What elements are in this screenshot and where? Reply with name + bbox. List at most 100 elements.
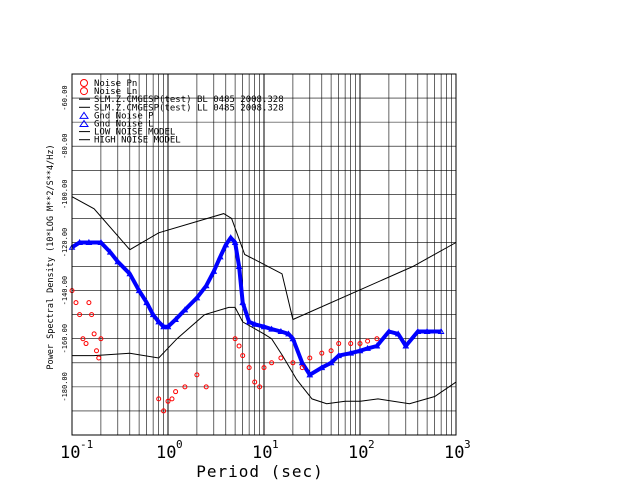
- x-tick-exponent: 1: [272, 438, 279, 451]
- noise-pn-point: [236, 343, 242, 349]
- gnd-noise-p-point: [402, 342, 410, 349]
- noise-pn-point: [374, 336, 380, 342]
- noise-pn-point: [77, 312, 83, 318]
- gnd-noise-p-point: [414, 327, 422, 335]
- gnd-noise-p-point: [260, 323, 268, 330]
- gnd-noise-p-point: [289, 335, 297, 342]
- gnd-noise-p-point: [268, 325, 275, 332]
- gnd-noise-p-point: [227, 234, 235, 241]
- gnd-noise-p-point: [85, 238, 93, 245]
- gnd-noise-p-point: [335, 352, 343, 359]
- gnd-noise-p-point: [356, 347, 364, 354]
- gnd-noise-p-point: [160, 323, 167, 330]
- legend-item-2-circle-icon: [80, 87, 88, 96]
- legend-item-5-label: Gnd Noise P: [94, 111, 154, 121]
- noise-pn-point: [240, 353, 246, 359]
- noise-pn-point: [98, 336, 104, 342]
- gnd-noise-p-point: [135, 287, 143, 294]
- noise-pn-point: [91, 331, 97, 337]
- noise-pn-point: [156, 396, 162, 402]
- legend-item-1-circle-icon: [80, 79, 88, 87]
- noise-pn-point: [83, 341, 89, 347]
- noise-pn-point: [252, 379, 258, 385]
- noise-pn-point: [278, 355, 284, 361]
- gnd-noise-p-point: [149, 311, 157, 318]
- gnd-noise-p-point: [231, 238, 239, 245]
- gnd-noise-p-point: [106, 248, 114, 255]
- gnd-noise-p-point: [216, 253, 224, 260]
- noise-pn-point: [365, 338, 371, 344]
- y-tick-label: -60.00: [61, 85, 69, 110]
- y-tick-label: -180.00: [61, 372, 69, 402]
- gnd-noise-p-point: [181, 306, 189, 313]
- gnd-noise-p-point: [239, 299, 247, 306]
- gnd-noise-p-point: [76, 238, 83, 245]
- gnd-noise-p-point: [298, 359, 306, 366]
- x-tick-label: 10: [348, 443, 368, 463]
- legend-item-5-triangle-icon: [79, 111, 89, 119]
- noise-pn-point: [96, 355, 102, 361]
- noise-pn-point: [169, 396, 175, 402]
- noise-pn-point: [94, 348, 100, 354]
- x-tick-label: 10: [444, 443, 464, 463]
- x-tick-exponent: 0: [176, 438, 183, 451]
- gnd-noise-p-point: [97, 238, 105, 245]
- gnd-noise-p-point: [285, 330, 292, 337]
- gnd-noise-p-point: [235, 263, 243, 270]
- gnd-noise-p-point: [423, 327, 431, 335]
- gnd-noise-p-point: [277, 327, 285, 335]
- gnd-noise-p-point: [373, 342, 381, 349]
- noise-pn-point: [290, 360, 296, 366]
- x-tick-label: 10: [252, 443, 272, 463]
- y-tick-label: -120.00: [61, 228, 69, 258]
- gnd-noise-p-point: [193, 294, 201, 301]
- gnd-noise-p-point: [327, 359, 335, 366]
- gnd-noise-p-point: [364, 344, 371, 351]
- gnd-noise-p-trace: [70, 235, 442, 377]
- legend-item-1-label: Noise Pn: [94, 79, 137, 89]
- gnd-noise-p-point: [347, 349, 355, 356]
- gnd-noise-p-point: [172, 315, 179, 322]
- noise-pn-point: [232, 336, 238, 342]
- plot-frame: [71, 73, 457, 436]
- gnd-noise-p-point: [164, 323, 172, 330]
- legend-item-8-label: HIGH NOISE MODEL: [94, 136, 181, 146]
- gnd-noise-p-point: [143, 299, 151, 306]
- gnd-noise-p-point: [222, 241, 230, 248]
- gnd-noise-p-point: [251, 320, 259, 327]
- gnd-noise-p-point: [155, 318, 163, 325]
- gnd-noise-p-point: [202, 282, 210, 289]
- legend-item-2-label: Noise Ln: [94, 87, 137, 97]
- noise-models: [71, 196, 457, 405]
- noise-pn-point: [161, 408, 167, 414]
- gnd-noise-p-point: [126, 270, 134, 277]
- y-tick-label: -160.00: [61, 324, 69, 354]
- y-axis-title: Power Spectral Density (10*LOG M**2/S**4…: [46, 144, 56, 369]
- noise-pn-point: [257, 384, 263, 390]
- noise-pn-point: [89, 312, 95, 318]
- legend-item-4-label: SLM.Z.CMGESP(test) LL 0485 2008.328: [94, 103, 284, 113]
- legend-item-6-triangle-icon: [79, 119, 89, 127]
- low-noise-model-line: [72, 306, 457, 405]
- noise-pn-point: [328, 348, 334, 354]
- noise-pn-point: [269, 360, 275, 366]
- x-tick-exponent: 2: [368, 438, 375, 451]
- gnd-noise-p-point: [306, 371, 314, 378]
- y-tick-label: -80.00: [61, 134, 69, 159]
- x-tick-label: 10: [60, 443, 80, 463]
- noise-pn-point: [261, 365, 267, 371]
- noise-pn-point: [80, 336, 86, 342]
- y-tick-labels: -60.00 -80.00 -100.00 -120.00 -140.00 -160.00…: [61, 85, 69, 401]
- gnd-noise-p-point: [318, 364, 326, 371]
- data-series: [68, 234, 445, 414]
- legend-item-6-label: Gnd Noise L: [94, 120, 154, 130]
- y-tick-label: -140.00: [61, 276, 69, 306]
- noise-pn-point: [246, 365, 252, 371]
- x-tick-label: 10: [156, 443, 176, 463]
- x-axis-title: Period (sec): [196, 462, 324, 480]
- noise-pn-point: [348, 341, 354, 347]
- noise-pn-point: [86, 300, 92, 306]
- gnd-noise-p-point: [394, 330, 402, 337]
